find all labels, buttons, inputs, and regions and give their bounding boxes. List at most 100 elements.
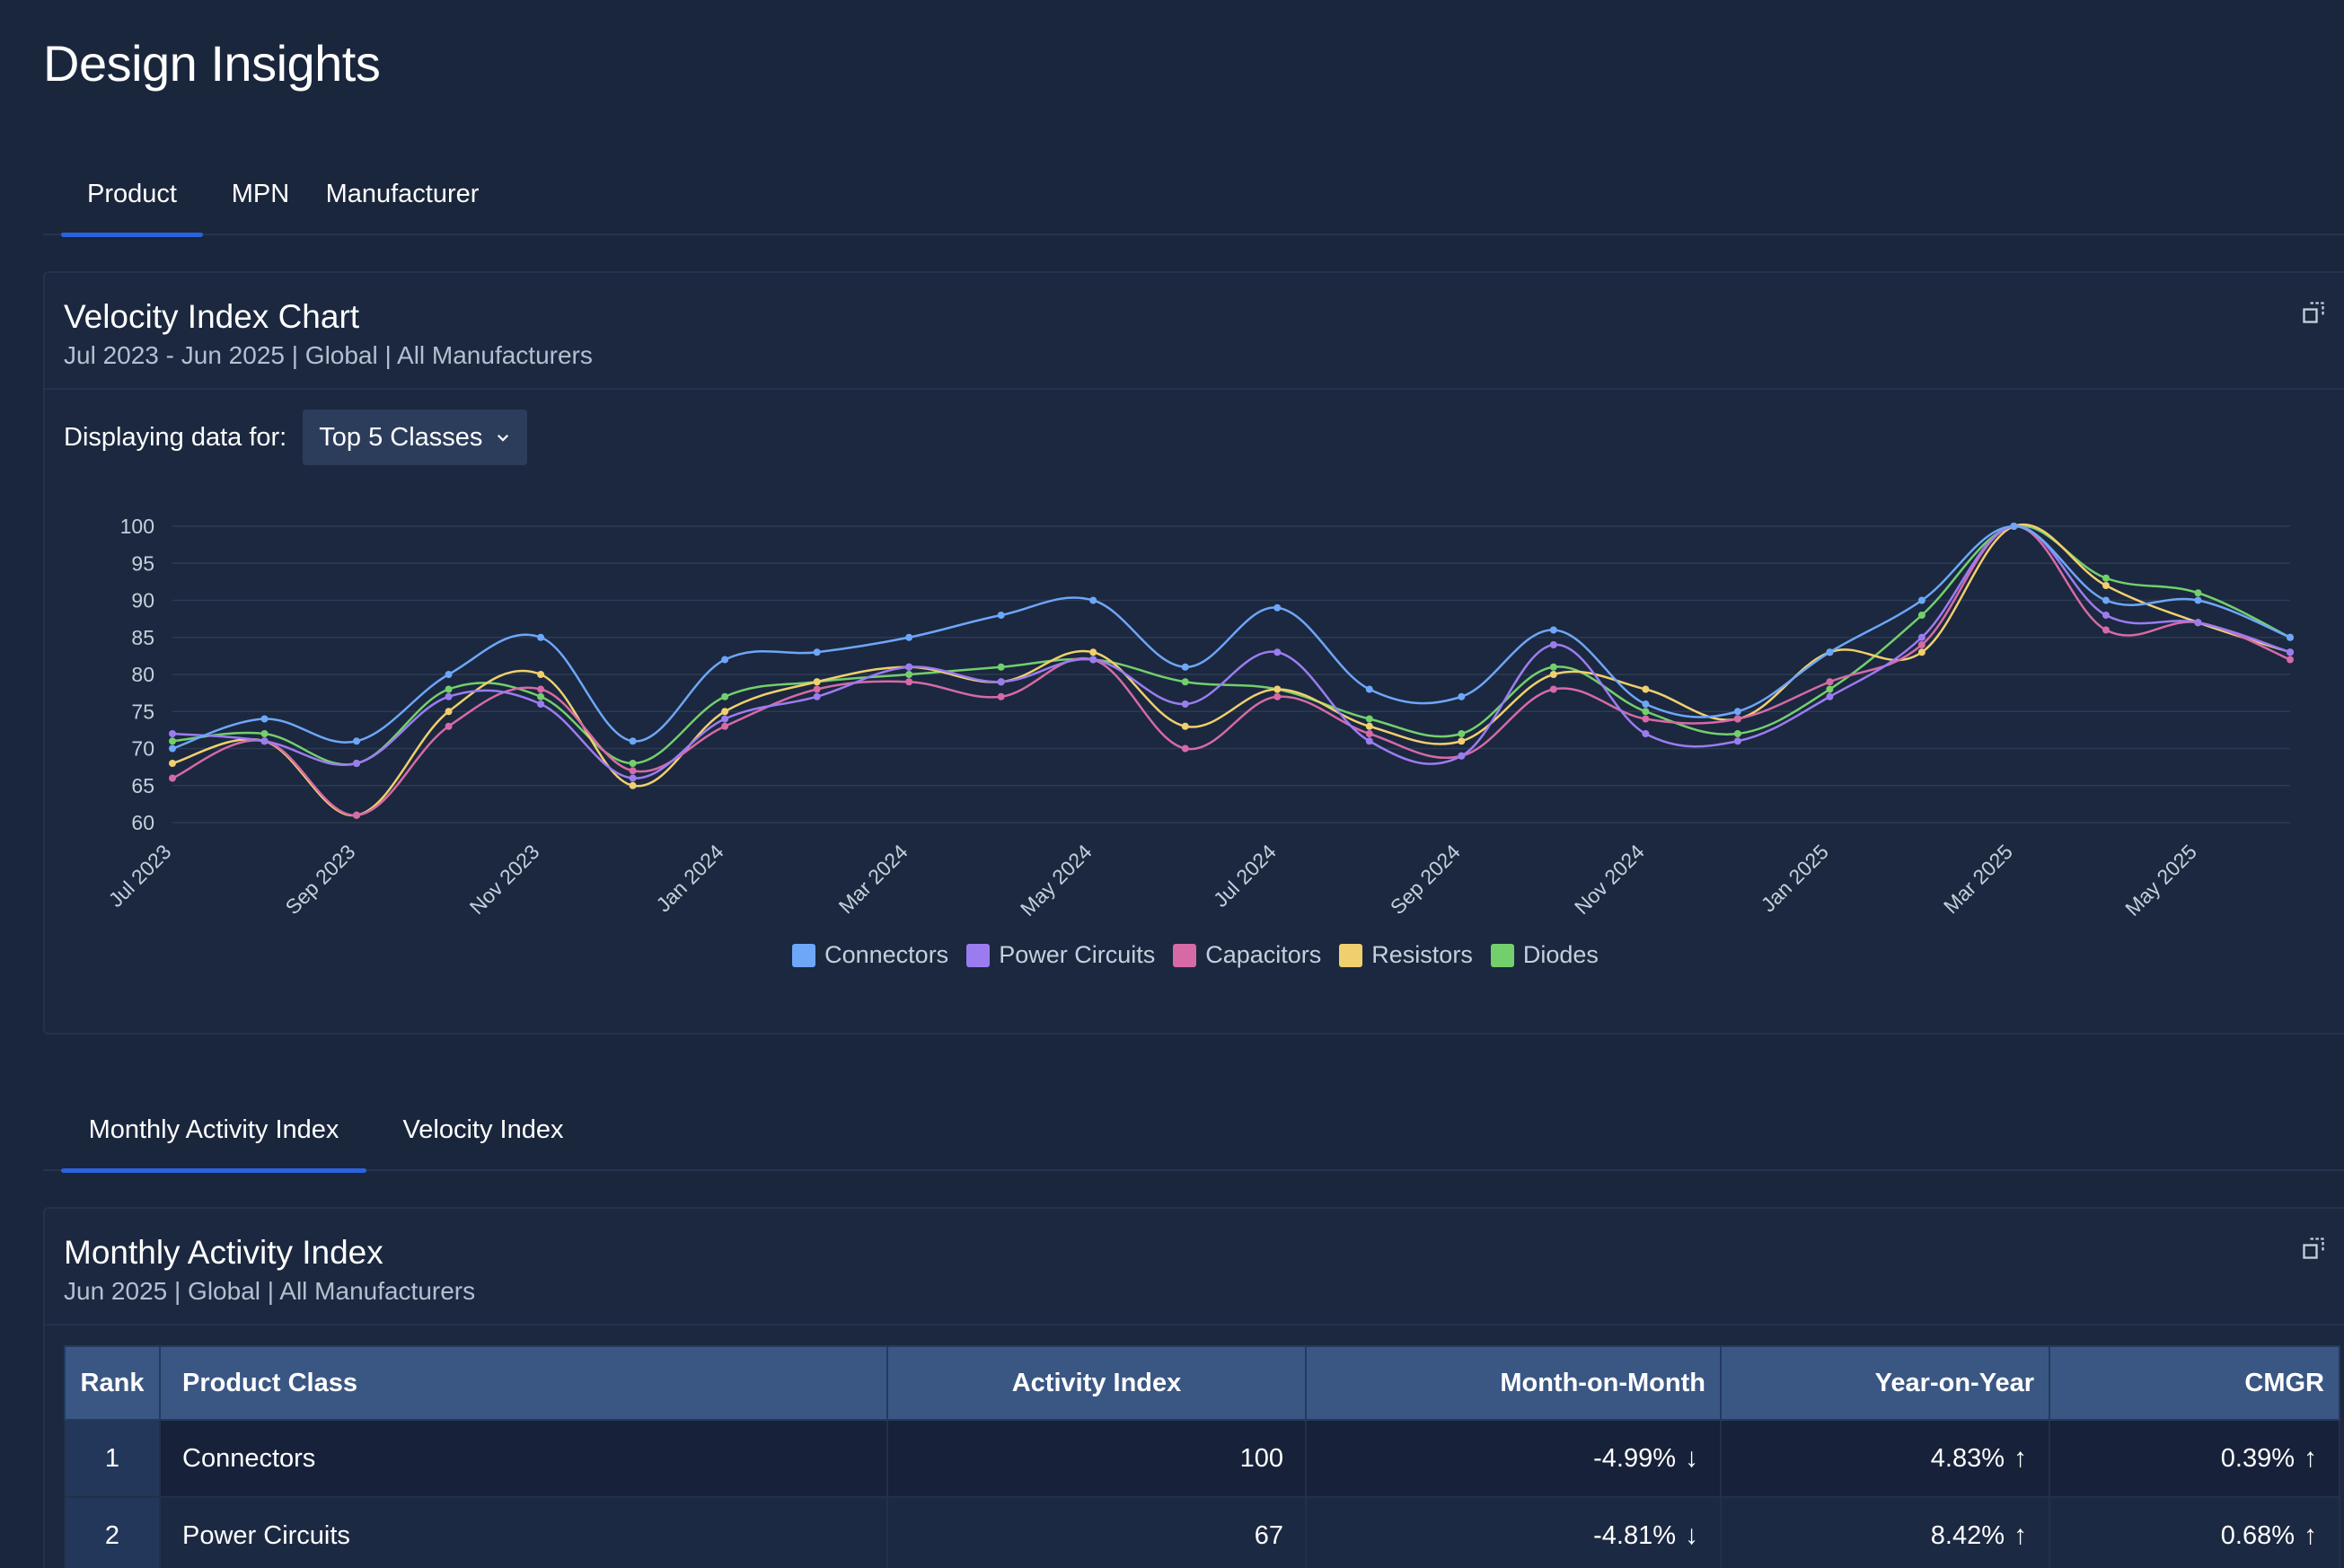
chart-legend: Connectors Power Circuits Capacitors Resist… bbox=[45, 941, 2344, 969]
data-point-power-circuits bbox=[1549, 641, 1557, 648]
y-tick-label: 75 bbox=[131, 700, 154, 723]
data-point-connectors bbox=[813, 648, 821, 656]
mom-cell: -4.99% ↓ bbox=[1305, 1419, 1722, 1498]
legend-label: Power Circuits bbox=[999, 941, 1156, 968]
data-point-capacitors bbox=[813, 685, 821, 693]
data-point-power-circuits bbox=[997, 678, 1005, 686]
chart-card-subtitle: Jul 2023 - Jun 2025 | Global | All Manuf… bbox=[64, 341, 593, 369]
legend-item-capacitors[interactable]: Capacitors bbox=[1173, 941, 1321, 969]
x-tick-label: Jan 2025 bbox=[1757, 840, 1833, 916]
col-header-activity-index[interactable]: Activity Index bbox=[886, 1345, 1307, 1421]
data-point-connectors bbox=[1273, 603, 1282, 612]
col-header-rank[interactable]: Rank bbox=[64, 1345, 161, 1421]
class-filter-value: Top 5 Classes bbox=[319, 422, 483, 452]
tab-monthly-activity-index[interactable]: Monthly Activity Index bbox=[61, 1088, 366, 1173]
yoy-value: 4.83% bbox=[1930, 1444, 2005, 1473]
activity-index-cell: 100 bbox=[886, 1419, 1307, 1498]
data-point-connectors bbox=[169, 744, 176, 753]
yoy-cell: 4.83% ↑ bbox=[1720, 1419, 2050, 1498]
col-header-year-on-year[interactable]: Year-on-Year bbox=[1720, 1345, 2050, 1421]
data-point-power-circuits bbox=[169, 730, 176, 737]
class-filter-select[interactable]: Top 5 Classes bbox=[303, 410, 528, 465]
data-point-diodes bbox=[629, 760, 637, 767]
x-tick-label: Sep 2024 bbox=[1386, 840, 1465, 919]
expand-icon[interactable] bbox=[2301, 1236, 2326, 1261]
data-point-power-circuits bbox=[813, 692, 821, 700]
legend-item-diodes[interactable]: Diodes bbox=[1490, 941, 1599, 969]
col-header-product-class[interactable]: Product Class bbox=[159, 1345, 888, 1421]
mom-cell: -4.81% ↓ bbox=[1305, 1496, 1722, 1568]
expand-icon[interactable] bbox=[2301, 300, 2326, 325]
data-point-capacitors bbox=[905, 678, 913, 686]
data-point-resistors bbox=[1365, 722, 1373, 730]
data-point-power-circuits bbox=[353, 760, 361, 767]
data-point-diodes bbox=[1917, 612, 1925, 619]
data-point-connectors bbox=[2010, 523, 2018, 530]
table-row: 2 Power Circuits 67 -4.81% ↓ 8.42% ↑ 0.68%… bbox=[64, 1496, 2340, 1568]
legend-item-resistors[interactable]: Resistors bbox=[1339, 941, 1473, 969]
series-line-diodes bbox=[172, 524, 2291, 766]
data-point-power-circuits bbox=[537, 700, 545, 708]
data-point-connectors bbox=[2102, 596, 2110, 604]
legend-item-connectors[interactable]: Connectors bbox=[792, 941, 948, 969]
col-header-month-on-month[interactable]: Month-on-Month bbox=[1305, 1345, 1722, 1421]
y-tick-label: 95 bbox=[131, 551, 154, 575]
data-point-diodes bbox=[169, 737, 176, 745]
yoy-cell: 8.42% ↑ bbox=[1720, 1496, 2050, 1568]
data-point-resistors bbox=[1642, 685, 1650, 693]
tab-product[interactable]: Product bbox=[61, 153, 203, 237]
legend-swatch bbox=[1490, 943, 1514, 967]
data-point-diodes bbox=[260, 730, 269, 737]
data-point-connectors bbox=[537, 633, 545, 641]
data-point-capacitors bbox=[1365, 730, 1373, 737]
data-point-power-circuits bbox=[1917, 633, 1925, 641]
legend-swatch bbox=[1173, 943, 1197, 967]
data-point-resistors bbox=[537, 671, 545, 678]
data-point-resistors bbox=[1089, 648, 1097, 656]
x-tick-label: May 2024 bbox=[1016, 840, 1097, 921]
data-point-power-circuits bbox=[1089, 656, 1097, 664]
data-point-connectors bbox=[1181, 663, 1189, 671]
x-tick-label: Jan 2024 bbox=[651, 840, 727, 916]
arrow-down-icon: ↓ bbox=[1685, 1443, 1698, 1473]
legend-item-power-circuits[interactable]: Power Circuits bbox=[966, 941, 1155, 969]
y-tick-label: 85 bbox=[131, 626, 154, 649]
activity-table: Rank Product Class Activity Index Month-… bbox=[64, 1345, 2340, 1568]
data-point-diodes bbox=[1549, 663, 1557, 671]
data-point-diodes bbox=[1642, 708, 1650, 716]
data-point-power-circuits bbox=[1181, 700, 1189, 708]
data-point-diodes bbox=[1181, 678, 1189, 686]
mom-value: -4.81% bbox=[1593, 1521, 1676, 1550]
data-point-power-circuits bbox=[1642, 730, 1650, 737]
data-point-connectors bbox=[1917, 596, 1925, 604]
data-point-connectors bbox=[997, 612, 1005, 619]
activity-index-cell: 67 bbox=[886, 1496, 1307, 1568]
tab-mpn[interactable]: MPN bbox=[231, 179, 290, 208]
filter-label: Displaying data for: bbox=[64, 422, 287, 452]
data-point-connectors bbox=[1549, 626, 1557, 634]
data-point-capacitors bbox=[1826, 678, 1834, 686]
data-point-capacitors bbox=[1733, 715, 1741, 723]
table-card-title: Monthly Activity Index bbox=[64, 1234, 383, 1271]
y-tick-label: 80 bbox=[131, 663, 154, 686]
data-point-connectors bbox=[1458, 692, 1466, 700]
data-point-capacitors bbox=[169, 774, 176, 782]
y-tick-label: 70 bbox=[131, 737, 154, 761]
col-header-cmgr[interactable]: CMGR bbox=[2049, 1345, 2340, 1421]
tab-velocity-index[interactable]: Velocity Index bbox=[402, 1114, 564, 1144]
y-tick-label: 90 bbox=[131, 589, 154, 612]
data-point-capacitors bbox=[353, 811, 361, 819]
legend-label: Diodes bbox=[1522, 941, 1599, 968]
data-point-connectors bbox=[1826, 648, 1834, 656]
data-point-connectors bbox=[260, 715, 269, 723]
data-point-capacitors bbox=[629, 767, 637, 775]
data-point-capacitors bbox=[1181, 744, 1189, 753]
data-point-power-circuits bbox=[1273, 648, 1282, 656]
product-class-cell: Connectors bbox=[159, 1419, 888, 1498]
y-tick-label: 60 bbox=[131, 811, 154, 834]
data-point-connectors bbox=[629, 737, 637, 745]
x-tick-label: May 2025 bbox=[2120, 840, 2201, 921]
table-card-header: Monthly Activity Index Jun 2025 | Global… bbox=[45, 1209, 2344, 1326]
data-point-connectors bbox=[2287, 633, 2294, 641]
tab-manufacturer[interactable]: Manufacturer bbox=[325, 179, 480, 208]
